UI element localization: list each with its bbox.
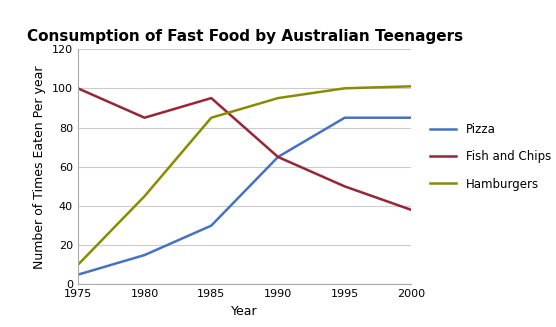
- Y-axis label: Number of Times Eaten Per year: Number of Times Eaten Per year: [33, 65, 46, 268]
- X-axis label: Year: Year: [231, 305, 258, 318]
- Title: Consumption of Fast Food by Australian Teenagers: Consumption of Fast Food by Australian T…: [27, 29, 463, 44]
- Legend: Pizza, Fish and Chips, Hamburgers: Pizza, Fish and Chips, Hamburgers: [426, 119, 556, 195]
